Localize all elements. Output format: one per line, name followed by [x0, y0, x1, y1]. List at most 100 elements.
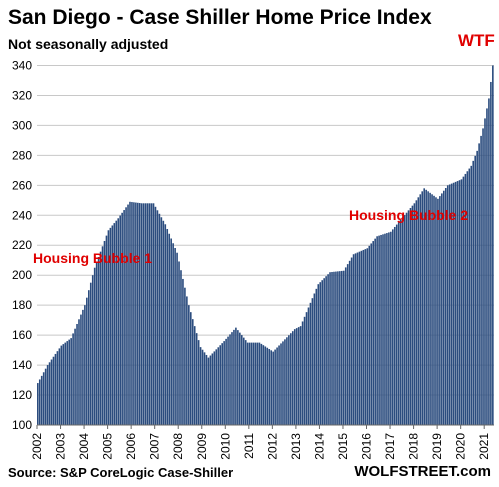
bar — [199, 347, 202, 425]
bar — [490, 81, 492, 425]
bar — [121, 212, 123, 425]
bar — [492, 65, 494, 426]
x-tick-label: 2004 — [77, 433, 91, 460]
bar — [174, 247, 176, 425]
y-tick-label: 220 — [12, 238, 32, 252]
bar — [293, 329, 296, 425]
bar — [88, 290, 90, 425]
bar — [115, 220, 118, 425]
bar — [290, 333, 292, 425]
bar — [356, 252, 359, 425]
bar — [248, 342, 251, 425]
bar — [331, 271, 333, 425]
bar — [452, 182, 455, 425]
bar — [419, 194, 422, 425]
bar — [466, 171, 469, 425]
bar — [78, 319, 80, 425]
bar — [264, 346, 267, 425]
bar — [346, 264, 349, 425]
bar — [284, 339, 286, 425]
bar — [376, 236, 378, 425]
bar — [484, 118, 486, 426]
bar — [42, 372, 45, 425]
bar — [95, 262, 98, 425]
bar — [125, 207, 127, 425]
bar — [91, 275, 94, 425]
bar — [288, 335, 290, 425]
bar — [80, 314, 82, 425]
bar — [368, 245, 371, 425]
bar — [370, 243, 373, 425]
bar — [144, 203, 147, 425]
bar — [486, 108, 488, 426]
bar — [476, 150, 478, 425]
bar — [74, 328, 76, 425]
bar — [482, 128, 484, 425]
bar — [244, 340, 247, 425]
bar — [133, 202, 135, 425]
bar — [272, 351, 274, 425]
bar — [411, 205, 414, 425]
y-tick-label: 240 — [12, 208, 32, 222]
bar — [131, 202, 133, 425]
bar — [40, 375, 43, 425]
bar — [344, 267, 347, 425]
bar — [138, 203, 141, 425]
bar — [309, 302, 312, 425]
source-note: Source: S&P CoreLogic Case-Shiller — [8, 465, 234, 480]
bar — [191, 319, 194, 425]
bar — [254, 342, 257, 425]
bar — [460, 179, 463, 425]
bar — [407, 210, 410, 425]
bar — [219, 345, 222, 425]
bar — [268, 349, 271, 425]
bar — [386, 233, 388, 425]
bar — [117, 218, 120, 425]
y-tick-labels: 100 120 140 160 180 200 220 240 260 280 300 320 340 — [12, 58, 32, 432]
bar — [164, 224, 167, 425]
bar — [127, 204, 129, 425]
bar — [217, 347, 220, 425]
y-tick-label: 200 — [12, 268, 32, 282]
bar — [305, 312, 308, 425]
bar — [189, 312, 192, 425]
bar — [99, 251, 102, 425]
bar — [229, 334, 231, 425]
bar — [213, 351, 216, 425]
bar — [152, 203, 155, 425]
bar — [235, 327, 237, 425]
bar — [223, 341, 225, 425]
bar — [409, 208, 412, 425]
bar — [329, 272, 331, 425]
bar — [184, 287, 186, 425]
bar — [252, 342, 255, 425]
bar — [225, 338, 227, 425]
bar — [364, 249, 367, 425]
bar — [401, 217, 404, 425]
bar — [354, 253, 357, 425]
y-tick-label: 300 — [12, 118, 32, 132]
bar — [170, 238, 172, 425]
x-tick-label: 2002 — [30, 433, 44, 460]
x-tick-label: 2021 — [477, 433, 491, 460]
x-tick-label: 2015 — [336, 433, 350, 460]
bar — [188, 305, 190, 425]
bar — [123, 210, 125, 425]
bar — [335, 271, 337, 425]
bar — [439, 196, 441, 425]
bar — [380, 234, 382, 425]
x-tick-label: 2009 — [195, 433, 209, 460]
brand-logo-text: WOLFSTREET.com — [354, 463, 491, 480]
bar — [227, 336, 229, 425]
bar — [405, 212, 408, 425]
bar — [119, 215, 121, 425]
bar — [478, 143, 480, 425]
bars — [37, 65, 494, 426]
bar — [397, 222, 400, 425]
x-tick-label: 2012 — [265, 433, 279, 460]
bar — [392, 229, 394, 425]
bar — [303, 316, 306, 425]
bar — [260, 343, 263, 425]
bar — [258, 342, 261, 425]
